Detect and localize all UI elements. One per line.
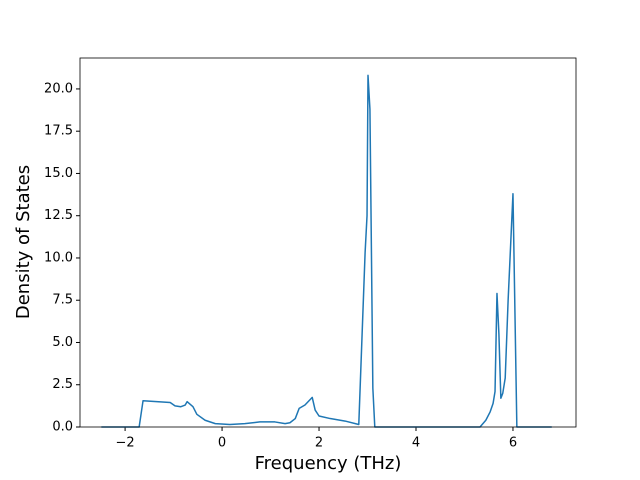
y-tick-label: 10.0: [44, 250, 73, 265]
x-tick-label: 0: [218, 436, 226, 451]
y-tick-label: 5.0: [52, 335, 73, 350]
y-axis-label: Density of States: [13, 165, 34, 319]
x-tick-label: 2: [315, 436, 323, 451]
plot-frame: [79, 57, 577, 428]
y-tick-label: 15.0: [44, 166, 73, 181]
x-tick-label: 4: [412, 436, 420, 451]
y-tick-label: 7.5: [52, 293, 73, 308]
y-tick-label: 12.5: [44, 208, 73, 223]
y-tick-label: 20.0: [44, 81, 73, 96]
y-tick-label: 17.5: [44, 124, 73, 139]
x-axis-label: Frequency (THz): [255, 453, 402, 474]
line-series: [101, 74, 552, 428]
x-tick-label: −2: [116, 436, 135, 451]
y-tick-label: 2.5: [52, 377, 73, 392]
y-tick-label: 0.0: [52, 420, 73, 435]
x-tick-label: 6: [509, 436, 517, 451]
